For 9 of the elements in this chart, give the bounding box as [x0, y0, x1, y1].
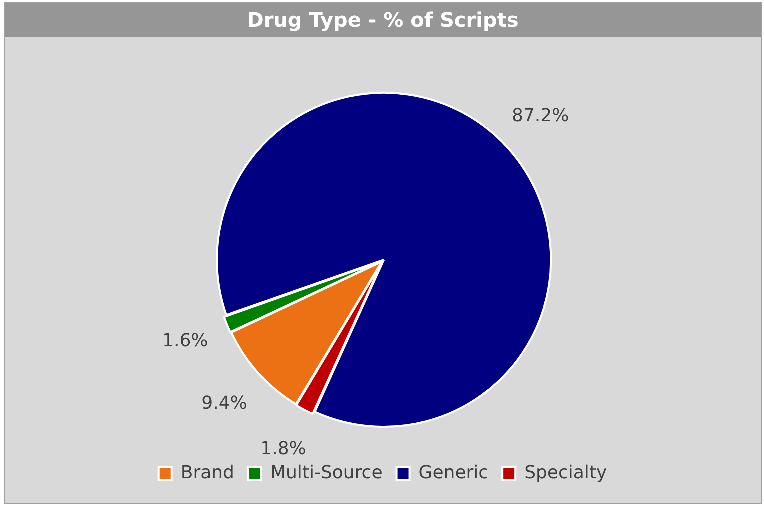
legend-label: Brand	[180, 462, 234, 484]
legend-label: Multi-Source	[270, 462, 383, 484]
legend-label: Generic	[418, 462, 489, 484]
legend-label: Specialty	[524, 462, 608, 484]
data-label: 87.2%	[512, 106, 570, 127]
data-label: 9.4%	[202, 392, 248, 414]
data-label: 1.8%	[260, 438, 306, 460]
chart-title: Drug Type - % of Scripts	[5, 3, 761, 37]
data-label: 1.6%	[162, 330, 208, 352]
